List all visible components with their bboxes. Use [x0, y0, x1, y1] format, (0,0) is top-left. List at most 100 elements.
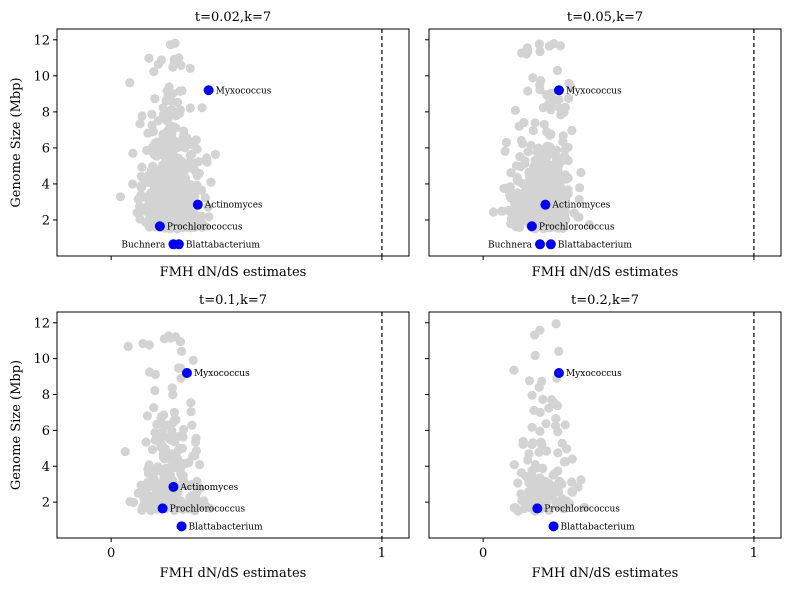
background-point	[186, 407, 196, 417]
background-point	[195, 483, 205, 493]
background-point	[170, 38, 180, 48]
background-point	[167, 383, 177, 393]
background-point	[538, 463, 548, 473]
background-point	[535, 482, 545, 492]
background-point	[190, 136, 200, 146]
background-point	[164, 109, 174, 119]
background-point	[543, 100, 553, 110]
y-tick-label: 8	[42, 105, 50, 120]
background-point	[573, 482, 583, 492]
scatter-panel-4: 0 1 FMH dN/dS estimates t=0.2,k=7 Myxococcus…	[425, 293, 782, 581]
background-point	[514, 215, 524, 226]
background-point	[164, 453, 174, 463]
background-point	[137, 162, 147, 172]
background-point	[560, 420, 570, 430]
background-point	[160, 444, 171, 454]
background-point	[210, 149, 220, 159]
background-point	[514, 121, 524, 131]
x-tick-label: 0	[107, 546, 115, 561]
y-tick-label: 8	[42, 388, 50, 403]
background-point	[558, 137, 568, 147]
background-point	[125, 497, 135, 507]
background-point	[200, 500, 210, 510]
background-point	[159, 208, 169, 219]
x-tick-label: 0	[479, 546, 487, 561]
background-point	[567, 477, 577, 487]
background-point	[529, 405, 539, 415]
background-point	[557, 438, 567, 448]
background-point	[167, 179, 177, 189]
background-point	[541, 419, 551, 429]
axes-frame	[428, 311, 782, 539]
background-point	[148, 464, 158, 474]
background-point	[506, 193, 516, 203]
background-point	[488, 207, 498, 217]
background-point	[144, 340, 154, 350]
background-point	[520, 159, 530, 169]
annotation-actinomyces: Actinomyces	[204, 201, 263, 211]
background-point	[182, 133, 192, 143]
background-point	[153, 116, 163, 126]
y-tick-label: 2	[42, 496, 50, 511]
y-axis-title: Genome Size (Mbp)	[9, 360, 24, 490]
background-point	[544, 505, 554, 515]
background-point	[185, 63, 195, 73]
background-point	[564, 499, 575, 509]
background-point	[144, 53, 154, 63]
background-point	[159, 183, 169, 193]
background-point	[556, 110, 566, 120]
background-point	[186, 206, 196, 216]
highlight-point-prochlorococcus	[157, 503, 168, 514]
background-point	[564, 78, 574, 88]
background-point	[181, 185, 191, 195]
background-point	[527, 439, 537, 450]
background-point	[535, 325, 545, 335]
background-point	[543, 143, 553, 153]
background-point	[557, 494, 567, 504]
background-point	[167, 215, 177, 225]
background-point	[553, 448, 563, 458]
background-point	[523, 86, 533, 96]
background-point	[152, 137, 162, 147]
background-point	[497, 206, 507, 216]
background-point	[574, 194, 584, 205]
annotation-myxococcus: Myxococcus	[566, 369, 622, 379]
highlight-point-blattabacterium	[548, 521, 559, 532]
background-point	[175, 443, 185, 453]
background-point	[560, 457, 571, 467]
background-point	[552, 65, 563, 76]
highlight-point-blattabacterium	[176, 521, 187, 532]
background-point	[564, 93, 574, 103]
background-point	[501, 137, 511, 148]
background-point	[525, 203, 535, 213]
background-point	[157, 479, 167, 490]
background-point	[158, 129, 168, 139]
background-point	[134, 207, 144, 217]
x-tick-label: 1	[378, 546, 386, 561]
background-point	[539, 119, 549, 129]
background-point	[120, 447, 130, 457]
background-point	[142, 411, 152, 421]
panel-title: t=0.1,k=7	[199, 293, 267, 308]
background-point	[551, 421, 561, 431]
background-point	[509, 365, 519, 375]
background-point	[538, 394, 548, 404]
background-point	[182, 194, 192, 204]
y-tick-label: 12	[33, 33, 50, 48]
background-point	[150, 94, 160, 104]
background-point	[173, 186, 183, 196]
background-point	[546, 129, 556, 139]
background-point	[551, 480, 562, 490]
background-point	[544, 92, 554, 102]
background-point	[162, 86, 172, 96]
background-point	[534, 382, 544, 392]
background-point	[529, 171, 539, 181]
background-point	[560, 102, 570, 112]
background-point	[179, 126, 189, 136]
background-point	[513, 506, 523, 516]
background-point	[200, 193, 210, 203]
y-tick-label: 12	[33, 316, 50, 331]
background-point	[133, 194, 143, 204]
background-point	[554, 346, 564, 356]
panel-title: t=0.05,k=7	[567, 10, 643, 25]
